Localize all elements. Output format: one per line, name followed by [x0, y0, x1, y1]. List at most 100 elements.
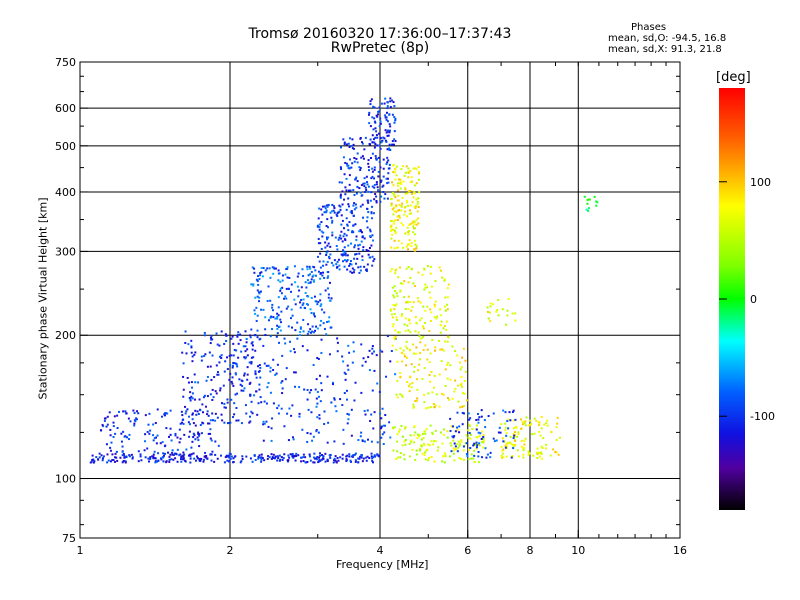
data-point — [371, 457, 374, 460]
data-point — [352, 189, 355, 192]
data-point — [188, 415, 191, 418]
data-point — [410, 193, 413, 196]
data-point — [410, 386, 413, 389]
data-point — [409, 204, 412, 207]
data-point — [310, 389, 313, 392]
data-point — [209, 336, 212, 339]
data-point — [501, 452, 504, 455]
data-point — [347, 368, 350, 371]
data-point — [312, 280, 315, 283]
data-point — [291, 452, 294, 455]
data-point — [115, 450, 118, 453]
data-point — [302, 330, 305, 333]
data-point — [393, 194, 396, 197]
data-point — [326, 238, 329, 241]
data-point — [344, 254, 347, 257]
data-point — [401, 202, 404, 205]
data-point — [249, 420, 252, 423]
data-point — [348, 351, 351, 354]
data-point — [229, 364, 232, 367]
data-point — [210, 439, 213, 442]
data-point — [204, 451, 207, 454]
data-point — [274, 455, 277, 458]
data-point — [412, 231, 415, 234]
data-point — [359, 191, 362, 194]
data-point — [262, 420, 265, 423]
data-point — [386, 101, 389, 104]
data-point — [241, 380, 244, 383]
data-point — [414, 243, 417, 246]
data-point — [433, 440, 436, 443]
data-point — [372, 260, 375, 263]
data-point — [408, 390, 411, 393]
data-point — [440, 269, 443, 272]
data-point — [398, 216, 401, 219]
data-point — [419, 319, 422, 322]
data-point — [372, 138, 375, 141]
data-point — [169, 433, 172, 436]
data-point — [443, 325, 446, 328]
data-point — [399, 181, 402, 184]
data-point — [223, 461, 226, 464]
data-point — [271, 456, 274, 459]
data-point — [121, 461, 124, 464]
data-point — [216, 457, 219, 460]
data-point — [385, 177, 388, 180]
data-point — [410, 309, 413, 312]
data-point — [426, 305, 429, 308]
data-point — [322, 456, 325, 459]
data-point — [333, 206, 336, 209]
data-point — [332, 264, 335, 267]
data-point — [256, 295, 259, 298]
data-point — [292, 438, 295, 441]
data-point — [409, 189, 412, 192]
data-point — [317, 242, 320, 245]
data-point — [450, 444, 453, 447]
data-point — [387, 159, 390, 162]
data-point — [393, 247, 396, 250]
data-point — [476, 436, 479, 439]
data-point — [302, 456, 305, 459]
data-point — [376, 186, 379, 189]
data-point — [477, 412, 480, 415]
data-point — [388, 147, 391, 150]
data-point — [438, 266, 441, 269]
data-point — [347, 197, 350, 200]
data-point — [318, 458, 321, 461]
data-point — [397, 239, 400, 242]
data-point — [230, 380, 233, 383]
data-point — [376, 453, 379, 456]
data-point — [264, 316, 267, 319]
data-point — [353, 246, 356, 249]
data-point — [313, 266, 316, 269]
data-point — [399, 347, 402, 350]
data-point — [473, 460, 476, 463]
data-point — [377, 132, 380, 135]
data-point — [175, 453, 178, 456]
data-point — [259, 376, 262, 379]
data-point — [374, 121, 377, 124]
data-point — [315, 397, 318, 400]
data-point — [407, 231, 410, 234]
data-point — [230, 337, 233, 340]
data-point — [444, 368, 447, 371]
data-point — [458, 457, 461, 460]
data-point — [454, 379, 457, 382]
data-point — [224, 456, 227, 459]
data-point — [279, 321, 282, 324]
data-point — [228, 378, 231, 381]
data-point — [239, 339, 242, 342]
data-point — [411, 201, 414, 204]
data-point — [511, 312, 514, 315]
data-point — [392, 184, 395, 187]
data-point — [163, 445, 166, 448]
data-point — [346, 224, 349, 227]
data-point — [197, 431, 200, 434]
data-point — [371, 234, 374, 237]
data-point — [407, 233, 410, 236]
data-point — [414, 400, 417, 403]
data-point — [435, 393, 438, 396]
data-point — [262, 344, 265, 347]
data-point — [483, 419, 486, 422]
